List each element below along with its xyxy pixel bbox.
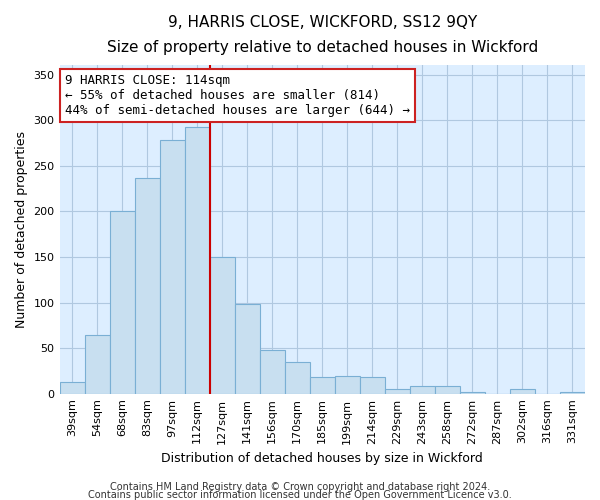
Bar	[360, 378, 385, 394]
Bar	[310, 378, 335, 394]
X-axis label: Distribution of detached houses by size in Wickford: Distribution of detached houses by size …	[161, 452, 483, 465]
Bar	[260, 350, 285, 394]
Bar	[209, 257, 235, 394]
Text: Contains HM Land Registry data © Crown copyright and database right 2024.: Contains HM Land Registry data © Crown c…	[110, 482, 490, 492]
Bar	[285, 362, 310, 394]
Bar	[110, 212, 134, 394]
Title: 9, HARRIS CLOSE, WICKFORD, SS12 9QY
Size of property relative to detached houses: 9, HARRIS CLOSE, WICKFORD, SS12 9QY Size…	[107, 15, 538, 54]
Bar	[134, 178, 160, 394]
Bar	[385, 389, 410, 394]
Bar	[160, 140, 185, 394]
Bar	[185, 126, 209, 394]
Bar	[235, 304, 260, 394]
Bar	[335, 376, 360, 394]
Bar	[85, 336, 110, 394]
Text: 9 HARRIS CLOSE: 114sqm
← 55% of detached houses are smaller (814)
44% of semi-de: 9 HARRIS CLOSE: 114sqm ← 55% of detached…	[65, 74, 410, 116]
Bar	[510, 389, 535, 394]
Bar	[460, 392, 485, 394]
Bar	[560, 392, 585, 394]
Y-axis label: Number of detached properties: Number of detached properties	[15, 131, 28, 328]
Bar	[59, 382, 85, 394]
Bar	[435, 386, 460, 394]
Bar	[410, 386, 435, 394]
Text: Contains public sector information licensed under the Open Government Licence v3: Contains public sector information licen…	[88, 490, 512, 500]
